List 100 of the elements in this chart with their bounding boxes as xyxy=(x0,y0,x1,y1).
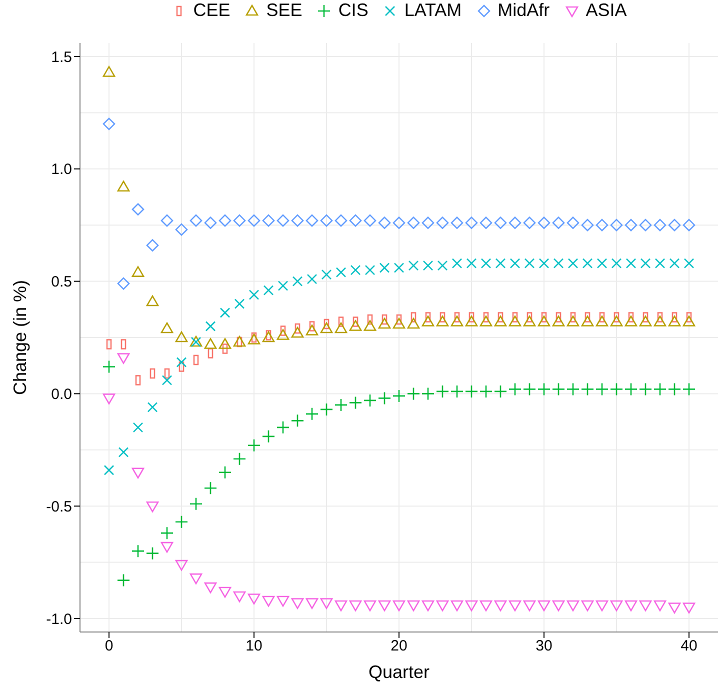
point xyxy=(132,203,144,216)
point xyxy=(436,216,449,229)
point xyxy=(422,260,434,271)
point xyxy=(349,214,362,227)
point xyxy=(480,258,492,268)
point xyxy=(334,600,348,612)
point xyxy=(234,298,245,309)
point xyxy=(204,216,217,229)
point xyxy=(306,598,318,609)
point xyxy=(464,384,478,398)
point xyxy=(175,331,188,342)
point xyxy=(538,316,550,326)
point xyxy=(204,582,217,594)
point xyxy=(437,260,448,271)
point xyxy=(639,316,652,326)
point xyxy=(248,290,260,300)
point xyxy=(624,382,638,396)
point xyxy=(553,258,564,268)
point xyxy=(626,258,636,268)
point xyxy=(321,269,332,280)
point xyxy=(218,214,232,227)
point xyxy=(146,295,159,306)
point xyxy=(233,214,246,227)
point xyxy=(204,481,218,495)
point xyxy=(552,600,565,612)
x-tick-label: 40 xyxy=(680,638,698,655)
point xyxy=(581,316,594,326)
y-tick-label: -0.5 xyxy=(46,498,72,516)
point xyxy=(248,594,260,604)
x-tick-label: 0 xyxy=(104,638,114,655)
point xyxy=(204,338,217,349)
point xyxy=(350,264,361,276)
point xyxy=(450,216,464,229)
point xyxy=(146,501,159,512)
point xyxy=(508,316,522,326)
point xyxy=(422,316,434,326)
point xyxy=(668,218,681,232)
point xyxy=(508,382,522,396)
point xyxy=(668,382,682,396)
point xyxy=(654,316,666,326)
point xyxy=(450,316,464,326)
point xyxy=(364,320,376,331)
point xyxy=(669,258,680,268)
point xyxy=(668,602,681,614)
point xyxy=(263,285,274,296)
point xyxy=(566,216,580,229)
point xyxy=(131,544,145,558)
point xyxy=(305,407,319,421)
point xyxy=(262,430,276,444)
point xyxy=(349,320,362,331)
point xyxy=(248,334,260,344)
point xyxy=(640,258,651,268)
point xyxy=(102,360,116,374)
point xyxy=(523,600,536,612)
point xyxy=(480,216,492,229)
point xyxy=(147,402,158,412)
point xyxy=(146,546,160,560)
point xyxy=(218,586,232,598)
point xyxy=(160,526,174,540)
point xyxy=(378,600,391,612)
point xyxy=(466,258,477,268)
point xyxy=(494,316,507,326)
point xyxy=(596,218,608,232)
point xyxy=(262,331,275,342)
point xyxy=(580,382,594,396)
point xyxy=(610,316,623,326)
point xyxy=(378,318,391,329)
point xyxy=(233,336,246,347)
point xyxy=(392,318,406,329)
point xyxy=(132,468,144,479)
point xyxy=(162,375,172,386)
point xyxy=(276,214,290,227)
point xyxy=(465,600,478,612)
point xyxy=(653,382,667,396)
point xyxy=(320,402,334,416)
point xyxy=(596,316,608,326)
point xyxy=(639,600,652,612)
point xyxy=(408,260,419,271)
point xyxy=(334,214,348,227)
point xyxy=(102,394,116,404)
point xyxy=(233,591,246,602)
point xyxy=(494,216,507,229)
y-tick-label: -1.0 xyxy=(46,610,72,628)
point xyxy=(262,596,275,607)
point xyxy=(320,598,333,609)
point xyxy=(522,382,536,396)
point xyxy=(465,316,478,326)
point xyxy=(537,382,551,396)
y-tick-label: 1.5 xyxy=(51,48,72,66)
point xyxy=(480,600,492,612)
point xyxy=(364,264,376,276)
point xyxy=(523,216,536,229)
x-axis-title: Quarter xyxy=(368,662,430,682)
point xyxy=(146,239,159,252)
point xyxy=(436,600,449,612)
point xyxy=(218,466,232,480)
point xyxy=(654,218,666,232)
point xyxy=(290,414,304,428)
point xyxy=(189,497,203,511)
point xyxy=(581,218,594,232)
